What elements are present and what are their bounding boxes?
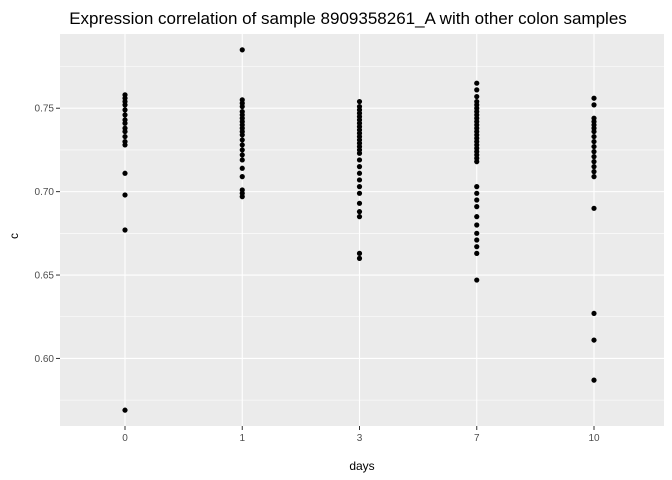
x-axis-ticks: 0 1 3 7 10 — [122, 426, 600, 444]
data-point — [356, 200, 363, 206]
data-point — [591, 169, 597, 175]
chart-title: Expression correlation of sample 8909358… — [69, 9, 627, 28]
x-tick-label: 1 — [239, 433, 245, 444]
data-point — [239, 147, 245, 153]
data-points — [122, 47, 597, 413]
data-point — [356, 170, 363, 176]
data-point — [122, 120, 128, 126]
data-point — [239, 194, 245, 200]
y-axis-title: c — [7, 233, 21, 239]
data-point — [239, 132, 245, 138]
data-point — [239, 165, 245, 171]
data-point — [591, 159, 597, 165]
data-point — [356, 250, 363, 256]
data-point — [356, 209, 363, 215]
data-point — [591, 174, 597, 180]
data-point — [591, 164, 597, 170]
data-point — [474, 190, 480, 196]
x-tick-label: 0 — [122, 433, 128, 444]
data-point — [356, 177, 363, 183]
x-tick-label: 10 — [588, 433, 600, 444]
y-axis-ticks: 0.60 0.65 0.70 0.75 — [35, 104, 60, 365]
data-point — [591, 133, 597, 140]
y-tick-label: 0.70 — [35, 187, 55, 198]
data-point — [474, 230, 480, 236]
data-point — [474, 159, 480, 165]
data-point — [122, 170, 128, 176]
data-point — [474, 250, 480, 256]
data-point — [239, 152, 245, 158]
x-tick-label: 3 — [357, 433, 363, 444]
data-point — [591, 377, 597, 383]
data-point — [591, 128, 597, 135]
data-point — [356, 157, 363, 163]
data-point — [122, 133, 128, 140]
data-point — [356, 150, 363, 156]
y-tick-label: 0.60 — [35, 354, 55, 365]
data-point — [239, 174, 245, 180]
data-point — [591, 95, 597, 101]
x-tick-label: 7 — [474, 433, 480, 444]
data-point — [591, 337, 597, 343]
data-point — [591, 102, 597, 108]
data-point — [474, 197, 480, 203]
x-axis-title: days — [349, 459, 374, 473]
y-tick-label: 0.65 — [35, 271, 55, 282]
data-point — [474, 222, 480, 228]
data-point — [474, 87, 480, 93]
data-point — [591, 205, 597, 211]
data-point — [122, 142, 128, 148]
data-point — [474, 214, 480, 220]
data-point — [122, 128, 128, 135]
data-point — [356, 98, 363, 105]
data-point — [356, 214, 363, 220]
data-point — [591, 310, 597, 317]
data-point — [122, 102, 128, 108]
data-point — [474, 80, 480, 86]
data-point — [239, 137, 245, 143]
data-point — [122, 407, 128, 413]
data-point — [356, 190, 363, 196]
data-point — [122, 227, 128, 233]
data-point — [591, 143, 597, 150]
data-point — [122, 112, 128, 118]
data-point — [239, 142, 245, 148]
data-point — [356, 164, 363, 170]
data-point — [591, 149, 597, 155]
data-point — [474, 237, 480, 243]
data-point — [356, 255, 363, 261]
data-point — [122, 107, 128, 113]
data-point — [474, 277, 480, 283]
data-point — [474, 93, 480, 100]
data-point — [122, 192, 128, 198]
data-point — [239, 103, 245, 110]
data-point — [474, 204, 480, 210]
data-point — [239, 47, 245, 53]
data-point — [591, 154, 597, 160]
data-point — [474, 184, 480, 190]
data-point — [239, 157, 245, 163]
data-point — [591, 138, 597, 145]
y-tick-label: 0.75 — [35, 104, 55, 115]
data-point — [474, 244, 480, 250]
data-point — [356, 184, 363, 190]
plot-panel — [60, 34, 664, 426]
